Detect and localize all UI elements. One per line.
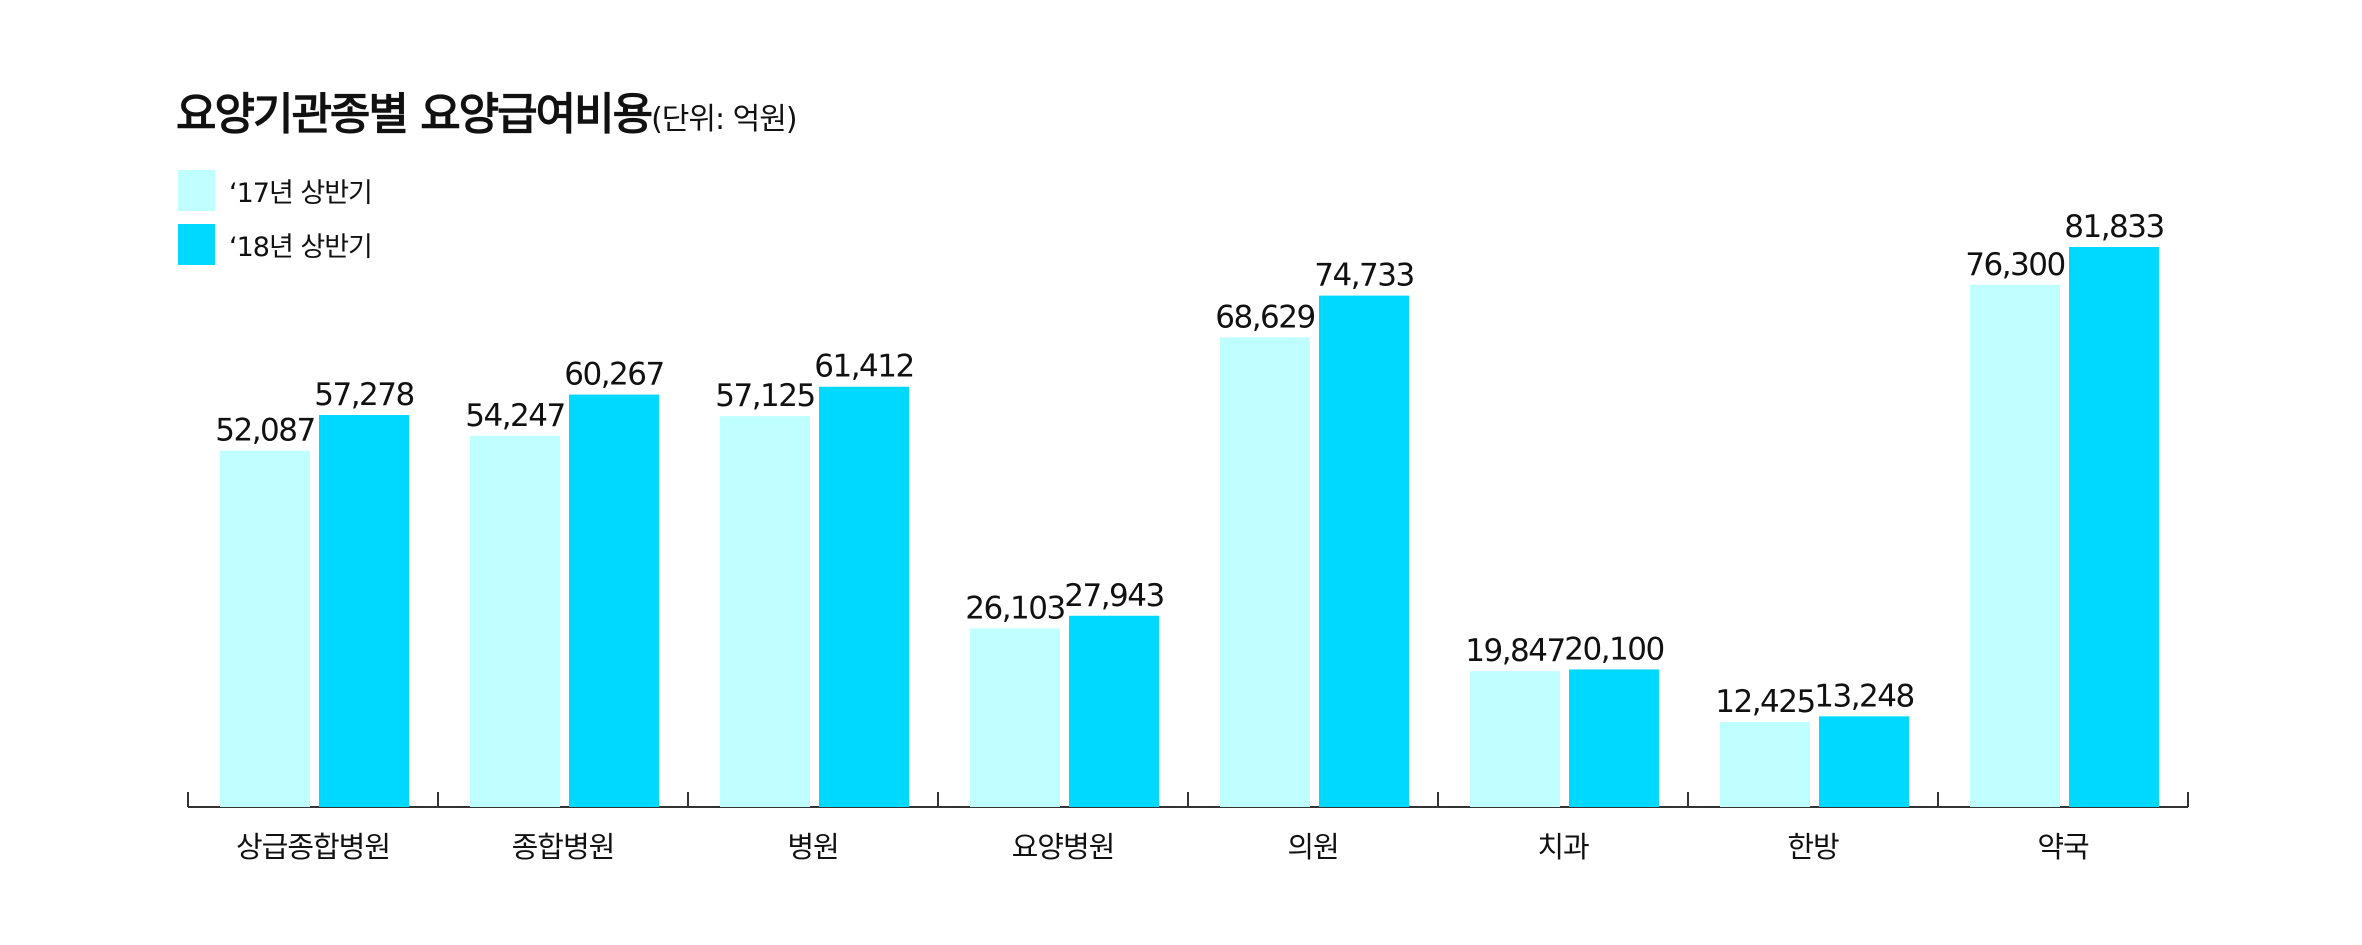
chart-unit: (단위: 억원) xyxy=(651,102,797,137)
category-label: 의원 xyxy=(1287,830,1338,864)
bar-2017 xyxy=(970,628,1060,807)
bar-2018 xyxy=(1569,669,1659,807)
legend-label-2017: ‘17년 상반기 xyxy=(229,178,373,209)
value-label: 76,300 xyxy=(1965,247,2064,283)
bar-2018 xyxy=(1319,295,1409,807)
category-label: 병원 xyxy=(787,830,838,864)
bar-2017 xyxy=(1220,337,1310,807)
bar-2017 xyxy=(1970,284,2060,807)
value-label: 68,629 xyxy=(1215,299,1314,335)
bar-2017 xyxy=(470,435,560,807)
category-label: 종합병원 xyxy=(512,830,615,864)
bar-2018 xyxy=(319,415,409,807)
value-label: 57,278 xyxy=(314,377,413,413)
value-label: 13,248 xyxy=(1814,678,1913,714)
bar-2018 xyxy=(569,394,659,807)
category-label: 치과 xyxy=(1537,830,1589,864)
bar-2018 xyxy=(1069,615,1159,807)
value-label: 74,733 xyxy=(1314,258,1413,294)
value-label: 60,267 xyxy=(564,357,663,393)
value-label: 54,247 xyxy=(465,398,564,434)
category-label: 요양병원 xyxy=(1012,830,1115,864)
value-label: 12,425 xyxy=(1715,684,1814,720)
value-label: 27,943 xyxy=(1064,578,1163,614)
bar-2018 xyxy=(1819,716,1909,807)
value-label: 52,087 xyxy=(215,413,314,449)
category-label: 한방 xyxy=(1787,830,1839,864)
bar-2018 xyxy=(819,386,909,807)
value-label: 57,125 xyxy=(715,378,814,414)
category-label: 상급종합병원 xyxy=(236,830,390,864)
bar-2017 xyxy=(220,450,310,807)
value-label: 26,103 xyxy=(965,590,1064,626)
legend-swatch-2018 xyxy=(178,224,215,265)
value-label: 19,847 xyxy=(1465,633,1564,669)
legend-label-2018: ‘18년 상반기 xyxy=(229,232,373,263)
bar-2017 xyxy=(1470,671,1560,807)
category-label: 약국 xyxy=(2037,830,2089,864)
bar-2017 xyxy=(720,416,810,807)
bar-2018 xyxy=(2069,247,2159,807)
value-label: 20,100 xyxy=(1564,631,1663,667)
value-label: 61,412 xyxy=(814,349,913,385)
chart-title-main: 요양기관종별 요양급여비용 xyxy=(176,89,653,140)
bar-2017 xyxy=(1720,721,1810,807)
legend-swatch-2017 xyxy=(178,170,215,211)
legend-item-2018: ‘18년 상반기 xyxy=(178,224,373,265)
legend-item-2017: ‘17년 상반기 xyxy=(178,170,373,211)
chart-title: 요양기관종별 요양급여비용(단위: 억원) xyxy=(176,78,798,142)
value-label: 81,833 xyxy=(2064,209,2163,245)
